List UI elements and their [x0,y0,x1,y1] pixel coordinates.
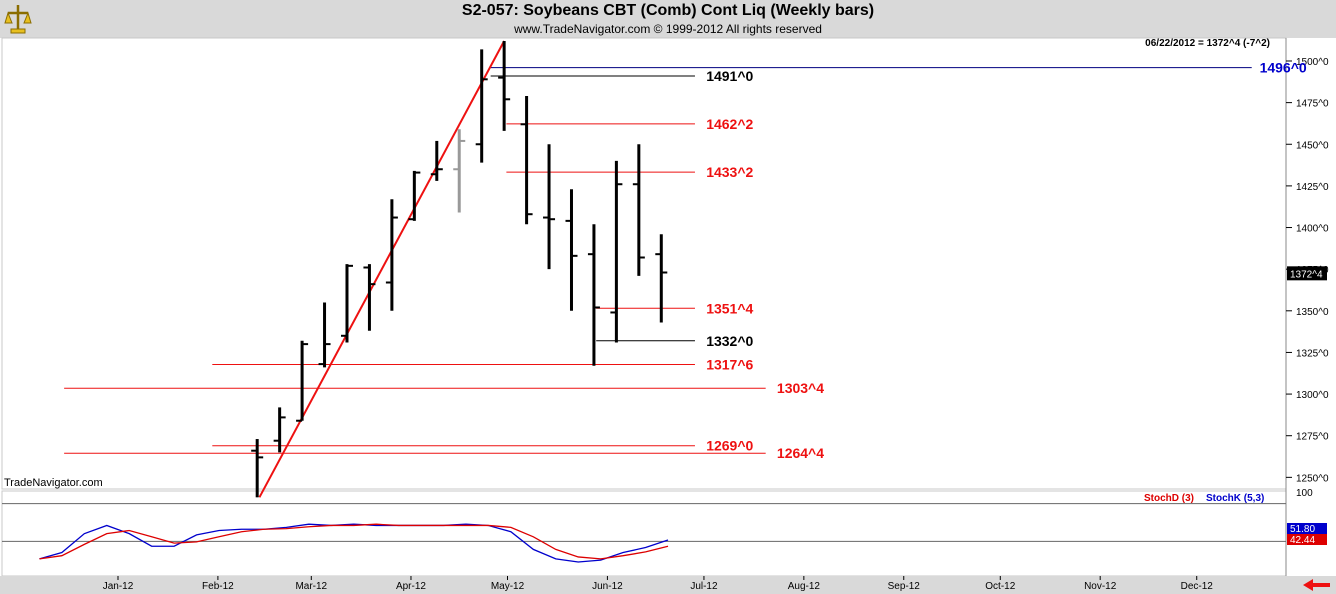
price-axis-tick-label: 1250^0 [1296,473,1329,484]
date-axis-label: Jun-12 [592,581,623,592]
price-axis-tick-label: 1275^0 [1296,432,1329,443]
ohlc-bar [655,234,668,323]
date-axis-label: Dec-12 [1181,581,1214,592]
level-label: 1462^2 [706,116,753,132]
ohlc-bar [587,224,600,366]
level-label: 1433^2 [706,164,753,180]
ohlc-bar [430,140,443,181]
ohlc-bar [340,264,353,343]
ohlc-bar [565,189,578,311]
ohlc-bar [632,144,645,276]
scroll-left-arrow-icon[interactable] [1298,578,1334,593]
ohlc-bar [273,407,286,453]
chart-title: S2-057: Soybeans CBT (Comb) Cont Liq (We… [461,2,875,19]
price-axis-tick-label: 1475^0 [1296,99,1329,110]
stoch-legend-d: StochD (3) [1144,493,1194,504]
price-axis-tick-label: 1500^0 [1296,57,1329,68]
ohlc-bar [363,264,376,331]
date-price-readout: 06/22/2012 = 1372^4 (-7^2) [1145,38,1270,49]
date-axis-label: Jul-12 [690,581,718,592]
stoch-k-value: 51.80 [1290,524,1315,535]
ohlc-bar [610,160,623,343]
ohlc-bar [453,129,466,213]
level-label: 1332^0 [706,333,753,349]
date-axis-label: Jan-12 [103,581,134,592]
date-axis-label: Aug-12 [788,581,821,592]
ohlc-bar [408,170,421,221]
ohlc-bar [475,49,488,163]
level-label: 1491^0 [706,68,753,84]
date-axis-label: May-12 [491,581,525,592]
last-price-box [1287,266,1327,281]
price-plot-border [1,37,1287,490]
stoch-axis-tick-label: 100 [1296,488,1313,499]
copyright-text: www.TradeNavigator.com © 1999-2012 All r… [514,22,822,36]
trend-line [258,40,506,498]
ohlc-bar [251,439,264,498]
ohlc-bar [385,199,398,311]
level-label: 1269^0 [706,438,753,454]
stoch-series-line [39,523,669,560]
last-price-label: 1372^4 [1290,269,1323,280]
stoch-k-value-box [1287,523,1327,534]
price-axis-tick-label: 1450^0 [1296,140,1329,151]
price-axis-tick-label: 1350^0 [1296,307,1329,318]
trade-navigator-logo-icon [4,5,32,34]
date-axis-label: Nov-12 [1084,581,1117,592]
ohlc-bar [543,144,556,270]
level-label: 1496^0 [1260,60,1307,76]
date-axis-label: Feb-12 [202,581,234,592]
ohlc-bar [498,41,511,131]
price-axis-tick-label: 1300^0 [1296,390,1329,401]
level-label: 1303^4 [777,380,824,396]
level-label: 1317^6 [706,357,753,373]
price-axis-tick-label: 1425^0 [1296,182,1329,193]
ohlc-bar [318,302,331,368]
support-resistance-levels: 1496^0 1491^0 1462^2 1433^2 1351^4 1332^0 1317… [64,60,1307,461]
price-axis-tick-label: 1325^0 [1296,348,1329,359]
date-axis-label: Mar-12 [295,581,327,592]
date-axis-label: Apr-12 [396,581,426,592]
date-axis-label: Oct-12 [985,581,1015,592]
stoch-legend-k: StochK (5,3) [1206,493,1264,504]
price-axis-tick-label: 1400^0 [1296,224,1329,235]
stoch-d-value: 42.44 [1290,535,1315,546]
stoch-series-line [39,523,669,563]
ohlc-bar [296,340,309,422]
trend-line-group [258,40,506,498]
level-label: 1264^4 [777,445,824,461]
price-bars [251,41,668,498]
ohlc-bar [520,95,533,225]
date-axis: Jan-12 Feb-12 Mar-12 Apr-12 May-12 Jun-12 Jul-… [103,576,1214,592]
price-axis: 1250^01275^01300^01325^01350^01375^01400… [1286,57,1329,484]
level-label: 1351^4 [706,300,753,316]
stoch-d-value-box [1287,534,1327,545]
chart-header: S2-057: Soybeans CBT (Comb) Cont Liq (We… [0,0,1336,38]
date-axis-label: Sep-12 [888,581,921,592]
watermark-text: TradeNavigator.com [4,477,103,489]
date-axis-band [0,576,1336,594]
